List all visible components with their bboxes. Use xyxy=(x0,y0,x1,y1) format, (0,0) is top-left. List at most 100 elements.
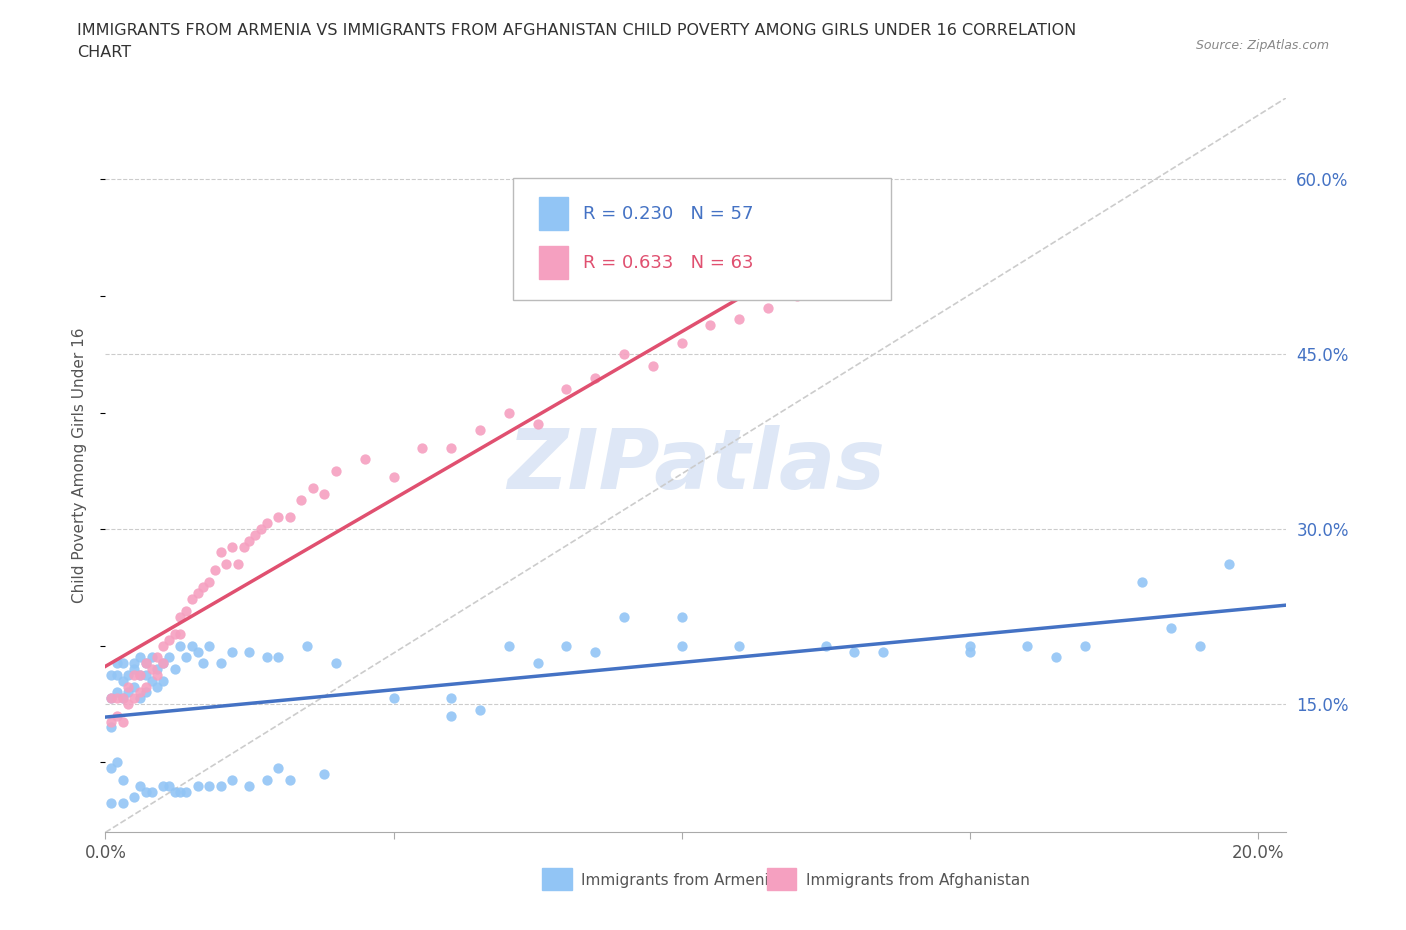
Point xyxy=(135,679,157,694)
Point xyxy=(141,784,163,799)
Point xyxy=(180,591,202,606)
Point xyxy=(728,312,751,326)
Point xyxy=(169,609,191,624)
Point xyxy=(105,685,128,700)
Point xyxy=(146,661,169,676)
Point xyxy=(267,510,290,525)
Point xyxy=(814,277,837,292)
Point xyxy=(209,545,232,560)
Point xyxy=(256,650,278,665)
Point xyxy=(238,534,260,549)
Point xyxy=(163,784,186,799)
Point xyxy=(198,574,221,589)
FancyBboxPatch shape xyxy=(513,179,891,299)
Point xyxy=(169,627,191,642)
Point xyxy=(174,650,197,665)
Point xyxy=(699,318,721,333)
Point xyxy=(872,254,894,269)
Point xyxy=(122,790,145,804)
Point xyxy=(290,493,312,508)
Point xyxy=(117,697,139,711)
Point xyxy=(157,650,180,665)
Point xyxy=(872,644,894,659)
Point xyxy=(105,668,128,683)
Point xyxy=(844,644,866,659)
Point xyxy=(122,661,145,676)
Point xyxy=(152,778,174,793)
Point xyxy=(325,463,347,478)
Point xyxy=(129,691,152,706)
Point xyxy=(129,685,152,700)
Point xyxy=(100,761,122,776)
Point xyxy=(117,685,139,700)
Point xyxy=(135,784,157,799)
Point xyxy=(174,784,197,799)
Point xyxy=(100,714,122,729)
Point xyxy=(256,773,278,788)
Point xyxy=(180,638,202,653)
Point xyxy=(555,381,578,396)
Point xyxy=(1160,621,1182,636)
Point xyxy=(157,632,180,647)
Bar xyxy=(538,197,568,231)
Point xyxy=(141,661,163,676)
Bar xyxy=(538,246,568,280)
Point xyxy=(1218,557,1240,572)
Point xyxy=(100,668,122,683)
Point xyxy=(146,668,169,683)
Point xyxy=(209,778,232,793)
Point xyxy=(238,778,260,793)
Point xyxy=(163,627,186,642)
Point xyxy=(111,673,134,688)
Point xyxy=(583,370,606,385)
Text: Source: ZipAtlas.com: Source: ZipAtlas.com xyxy=(1195,39,1329,52)
Point xyxy=(250,522,273,537)
Point xyxy=(129,650,152,665)
Point xyxy=(105,755,128,770)
Text: R = 0.633   N = 63: R = 0.633 N = 63 xyxy=(582,254,754,272)
Point xyxy=(111,691,134,706)
Bar xyxy=(543,868,572,890)
Point xyxy=(146,650,169,665)
Point xyxy=(100,691,122,706)
Point xyxy=(526,656,548,671)
Point xyxy=(302,481,325,496)
Point xyxy=(440,440,463,455)
Point xyxy=(786,288,808,303)
Point xyxy=(135,668,157,683)
Point xyxy=(226,557,249,572)
Point xyxy=(221,773,243,788)
Point xyxy=(468,702,491,717)
Point xyxy=(221,644,243,659)
Point xyxy=(440,691,463,706)
Point xyxy=(221,539,243,554)
Point xyxy=(100,796,122,811)
Point xyxy=(135,656,157,671)
Point xyxy=(111,773,134,788)
Point xyxy=(1074,638,1097,653)
Point xyxy=(353,452,375,467)
Point xyxy=(232,539,254,554)
Point xyxy=(193,580,215,595)
Point xyxy=(100,720,122,735)
Point xyxy=(641,358,664,373)
Point xyxy=(157,778,180,793)
Point xyxy=(152,638,174,653)
Point xyxy=(129,668,152,683)
Point xyxy=(583,644,606,659)
Point xyxy=(756,300,779,315)
Point xyxy=(256,516,278,531)
Point xyxy=(169,638,191,653)
Point xyxy=(135,685,157,700)
Point xyxy=(193,656,215,671)
Point xyxy=(117,679,139,694)
Point xyxy=(111,714,134,729)
Y-axis label: Child Poverty Among Girls Under 16: Child Poverty Among Girls Under 16 xyxy=(72,327,87,603)
Point xyxy=(245,527,267,542)
Point xyxy=(1017,638,1039,653)
Point xyxy=(671,609,693,624)
Point xyxy=(105,691,128,706)
Text: Immigrants from Armenia: Immigrants from Armenia xyxy=(582,872,779,887)
Point xyxy=(382,470,405,485)
Point xyxy=(135,656,157,671)
